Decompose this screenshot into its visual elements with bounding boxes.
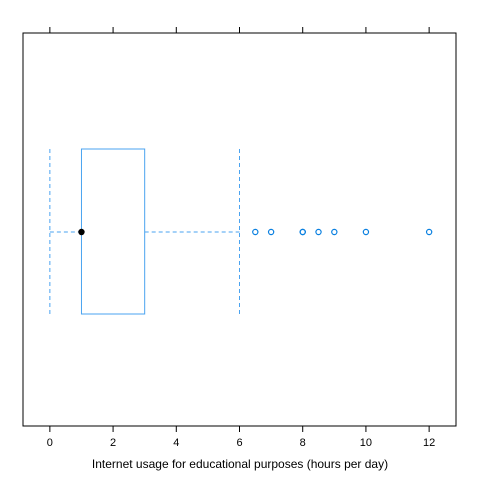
- interquartile-box: [80, 148, 146, 315]
- top-ticks: [49, 27, 430, 33]
- outlier-point: [299, 228, 306, 236]
- outlier-point: [425, 228, 433, 236]
- outlier-point: [267, 228, 275, 236]
- median-dot: [78, 228, 85, 236]
- box-group: [49, 148, 240, 315]
- x-tick-label: 8: [300, 437, 306, 449]
- outlier-points: [252, 228, 433, 236]
- x-tick-label: 2: [110, 437, 116, 449]
- outlier-point: [362, 228, 370, 236]
- x-tick-label: 10: [360, 437, 372, 449]
- x-tick-label: 4: [173, 437, 179, 449]
- x-tick-label: 6: [236, 437, 242, 449]
- x-tick-label: 12: [423, 437, 435, 449]
- outlier-point: [331, 228, 338, 236]
- x-axis-label: Internet usage for educational purposes …: [92, 457, 388, 471]
- outlier-point: [315, 228, 322, 236]
- x-tick-label: 0: [47, 437, 53, 449]
- bottom-ticks: 0 2 4 6 8 10 12: [47, 426, 435, 449]
- outlier-point: [252, 228, 259, 236]
